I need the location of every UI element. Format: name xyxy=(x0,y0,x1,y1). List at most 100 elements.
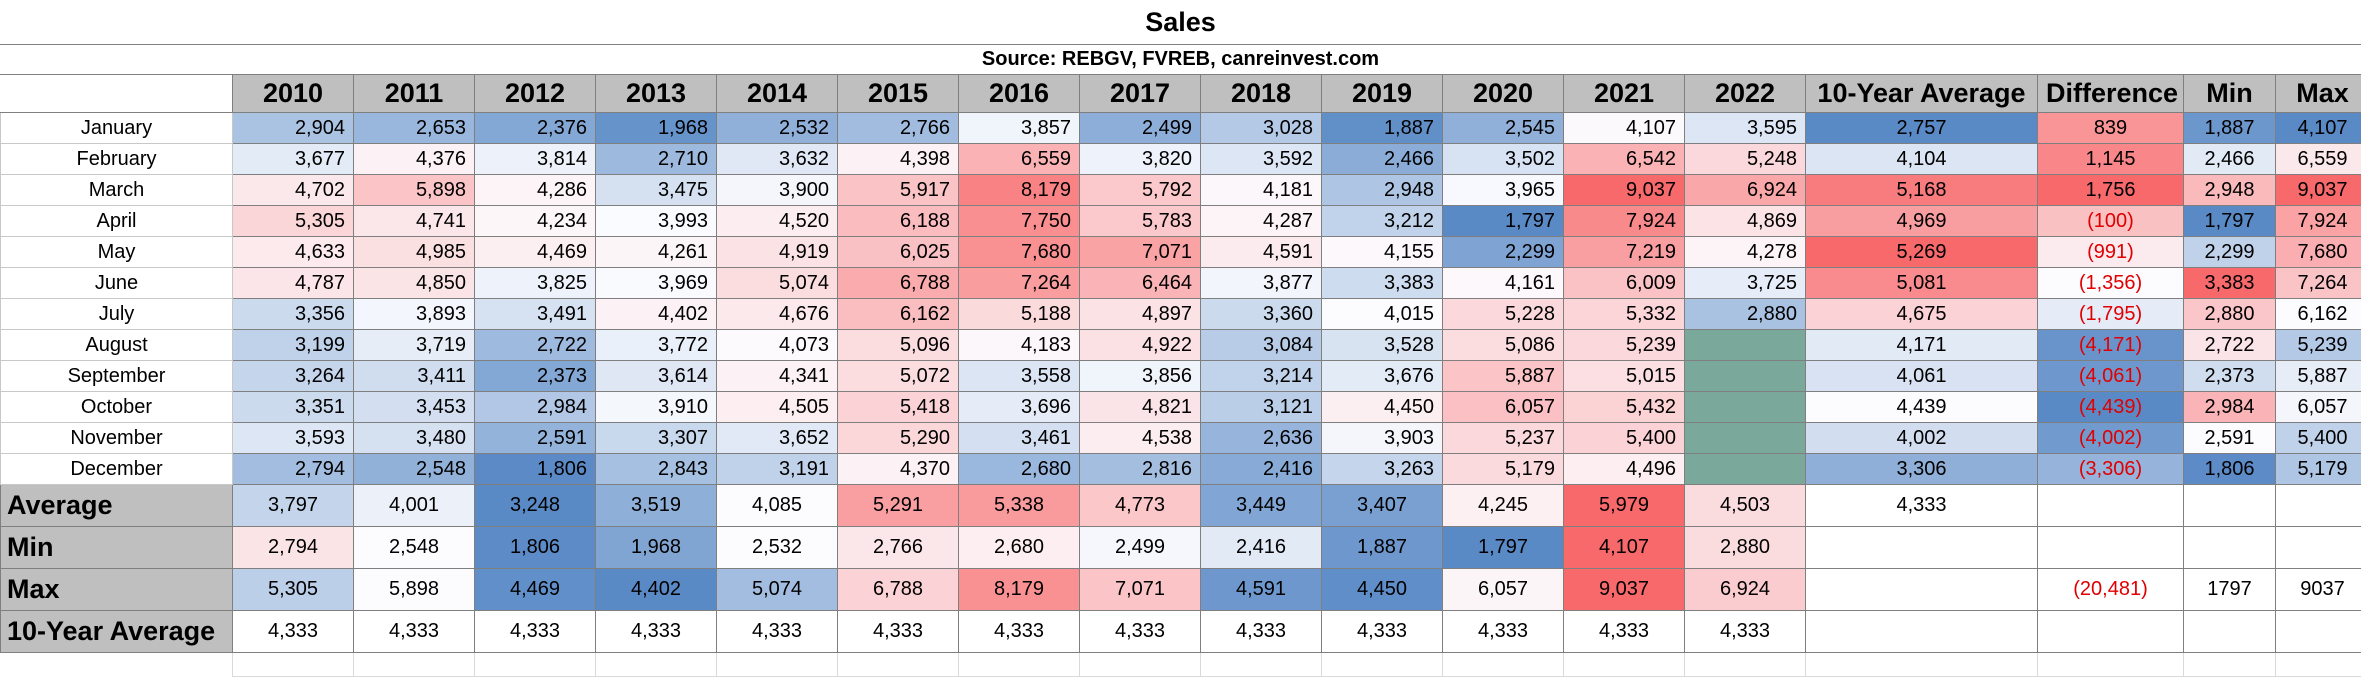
summary-cell: 3,449 xyxy=(1200,484,1322,527)
value-cell: 7,680 xyxy=(958,236,1080,268)
summary-row: 10-Year Average 4,333 4,333 4,333 4,333 4,333… xyxy=(0,610,2361,653)
year-header: 2011 xyxy=(353,74,475,113)
month-row: May 4,633 4,985 4,469 4,261 4,919 6,025 7,680 7,… xyxy=(0,236,2361,268)
value-cell: 3,491 xyxy=(474,298,596,330)
summary-label: Average xyxy=(0,484,233,527)
month-label: January xyxy=(0,112,233,144)
value-cell: 3,856 xyxy=(1079,360,1201,392)
ten-year-average-cell: 3,306 xyxy=(1805,453,2038,485)
value-cell: 7,219 xyxy=(1563,236,1685,268)
summary-cell: 5,338 xyxy=(958,484,1080,527)
ten-year-average-cell: 5,081 xyxy=(1805,267,2038,299)
year-header: 2015 xyxy=(837,74,959,113)
summary-cell: 3,797 xyxy=(232,484,354,527)
summary-cell: 6,057 xyxy=(1442,568,1564,611)
value-cell: 3,028 xyxy=(1200,112,1322,144)
value-cell: 4,107 xyxy=(1563,112,1685,144)
value-cell: 2,299 xyxy=(1442,236,1564,268)
blank-cell xyxy=(1563,652,1685,677)
summary-cell: 4,333 xyxy=(1442,610,1564,653)
column-header: Max xyxy=(2275,74,2361,113)
value-cell: 2,816 xyxy=(1079,453,1201,485)
value-cell xyxy=(1684,360,1806,392)
month-label: May xyxy=(0,236,233,268)
value-cell: 5,015 xyxy=(1563,360,1685,392)
value-cell: 3,592 xyxy=(1200,143,1322,175)
ten-year-average-cell: 4,061 xyxy=(1805,360,2038,392)
year-header: 2013 xyxy=(595,74,717,113)
difference-cell: (3,306) xyxy=(2037,453,2184,485)
value-cell: 5,290 xyxy=(837,422,959,454)
summary-cell: 4,333 xyxy=(353,610,475,653)
blank-cell xyxy=(716,652,838,677)
difference-cell: 1,145 xyxy=(2037,143,2184,175)
max-cell: 4,107 xyxy=(2275,112,2361,144)
summary-label: 10-Year Average xyxy=(0,610,233,653)
value-cell: 2,376 xyxy=(474,112,596,144)
value-cell: 5,792 xyxy=(1079,174,1201,206)
value-cell: 5,239 xyxy=(1563,329,1685,361)
sheet-source: Source: REBGV, FVREB, canreinvest.com xyxy=(0,44,2361,75)
value-cell: 5,074 xyxy=(716,267,838,299)
summary-cell: 3,519 xyxy=(595,484,717,527)
value-cell: 4,633 xyxy=(232,236,354,268)
min-cell: 2,466 xyxy=(2183,143,2276,175)
min-cell: 1,797 xyxy=(2183,205,2276,237)
summary-cell: 4,333 xyxy=(1563,610,1685,653)
year-header: 2019 xyxy=(1321,74,1443,113)
value-cell: 3,820 xyxy=(1079,143,1201,175)
difference-cell: (991) xyxy=(2037,236,2184,268)
blank-row xyxy=(1,652,2361,677)
value-cell: 5,432 xyxy=(1563,391,1685,423)
value-cell: 7,264 xyxy=(958,267,1080,299)
value-cell: 4,676 xyxy=(716,298,838,330)
value-cell: 3,857 xyxy=(958,112,1080,144)
blank-cell xyxy=(1079,652,1201,677)
value-cell: 4,496 xyxy=(1563,453,1685,485)
month-label: September xyxy=(0,360,233,392)
value-cell: 3,877 xyxy=(1200,267,1322,299)
value-cell: 4,741 xyxy=(353,205,475,237)
summary-cell: 3,407 xyxy=(1321,484,1443,527)
value-cell: 3,558 xyxy=(958,360,1080,392)
value-cell: 3,969 xyxy=(595,267,717,299)
value-cell: 3,263 xyxy=(1321,453,1443,485)
value-cell: 2,548 xyxy=(353,453,475,485)
value-cell: 4,591 xyxy=(1200,236,1322,268)
summary-cell: 2,794 xyxy=(232,526,354,569)
value-cell xyxy=(1684,453,1806,485)
summary-cell: 4,333 xyxy=(1684,610,1806,653)
value-cell: 3,356 xyxy=(232,298,354,330)
min-cell: 2,880 xyxy=(2183,298,2276,330)
summary-max-cell: 9037 xyxy=(2275,568,2361,611)
value-cell: 3,595 xyxy=(1684,112,1806,144)
max-cell: 5,400 xyxy=(2275,422,2361,454)
value-cell: 8,179 xyxy=(958,174,1080,206)
max-cell: 7,264 xyxy=(2275,267,2361,299)
summary-label: Min xyxy=(0,526,233,569)
min-cell: 2,591 xyxy=(2183,422,2276,454)
difference-cell: 839 xyxy=(2037,112,2184,144)
summary-cell: 4,333 xyxy=(1200,610,1322,653)
summary-cell: 2,766 xyxy=(837,526,959,569)
value-cell: 3,528 xyxy=(1321,329,1443,361)
summary-cell: 5,898 xyxy=(353,568,475,611)
summary-cell: 5,074 xyxy=(716,568,838,611)
summary-cell: 1,806 xyxy=(474,526,596,569)
max-cell: 6,162 xyxy=(2275,298,2361,330)
max-cell: 7,924 xyxy=(2275,205,2361,237)
min-cell: 1,806 xyxy=(2183,453,2276,485)
value-cell: 6,188 xyxy=(837,205,959,237)
summary-diff-cell xyxy=(2037,526,2184,569)
summary-cell: 9,037 xyxy=(1563,568,1685,611)
year-header: 2017 xyxy=(1079,74,1201,113)
value-cell: 4,015 xyxy=(1321,298,1443,330)
value-cell: 6,025 xyxy=(837,236,959,268)
value-cell: 4,278 xyxy=(1684,236,1806,268)
summary-max-cell xyxy=(2275,484,2361,527)
value-cell: 4,787 xyxy=(232,267,354,299)
value-cell: 4,869 xyxy=(1684,205,1806,237)
value-cell: 5,072 xyxy=(837,360,959,392)
month-row: December 2,794 2,548 1,806 2,843 3,191 4,370 2,… xyxy=(0,453,2361,485)
value-cell: 5,917 xyxy=(837,174,959,206)
